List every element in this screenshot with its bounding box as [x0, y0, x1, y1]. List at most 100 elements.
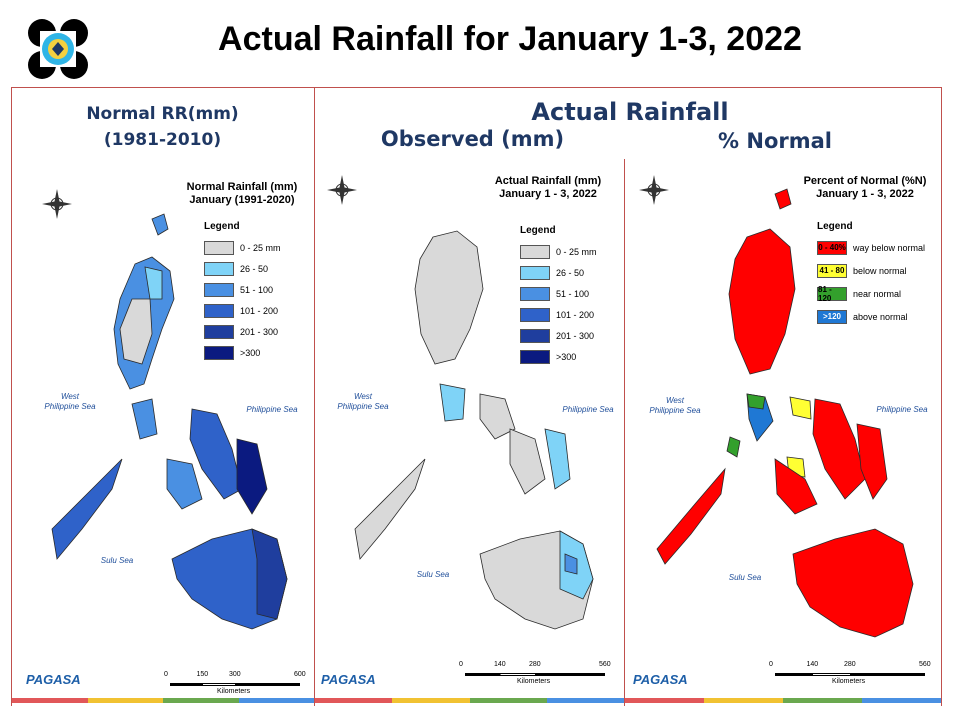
west-philippine-sea-label: West Philippine Sea [649, 396, 701, 415]
scale-tick-label: 0 [164, 671, 168, 678]
legend-swatch: 0 - 40% [817, 240, 847, 255]
legend-label: near normal [853, 288, 902, 299]
legend-item: 41 - 80 below normal [817, 262, 907, 279]
percent-normal-header: % Normal [718, 129, 832, 153]
observed-header: Observed (mm) [380, 127, 565, 151]
slide-title: Actual Rainfall for January 1-3, 2022 [218, 20, 802, 58]
legend-item: 0 - 25 mm [204, 239, 281, 256]
legend-label: 0 - 25 mm [556, 246, 597, 257]
legend-swatch: 41 - 80 [817, 263, 847, 278]
legend-label: >300 [556, 351, 577, 362]
legend-item: 26 - 50 [520, 264, 584, 281]
observed-rainfall-map [354, 230, 594, 630]
west-philippine-sea-label: West Philippine Sea [44, 392, 96, 411]
scale-tick-label: 560 [599, 661, 611, 668]
normal-period-header: (1981-2010) [103, 130, 222, 150]
scale-bar: 0 150 300 600 Kilometers [164, 671, 306, 695]
philippine-sea-label: Philippine Sea [246, 405, 298, 414]
legend-label: 201 - 300 [240, 326, 279, 337]
stripe-segment [392, 698, 470, 703]
west-philippine-sea-label: West Philippine Sea [337, 392, 389, 411]
percent-map-title: Percent of Normal (%N) January 1 - 3, 202… [803, 175, 927, 200]
legend-swatch: >120 [817, 309, 847, 324]
legend-title: Legend [817, 221, 853, 232]
scale-unit-label: Kilometers [517, 678, 551, 685]
scale-bar: 0 140 280 560 Kilometers [769, 661, 931, 685]
observed-map-title: Actual Rainfall (mm) January 1 - 3, 2022 [494, 175, 602, 200]
legend-item: 201 - 300 [204, 323, 278, 340]
legend-label: way below normal [853, 242, 926, 253]
pagasa-brand: PAGASA [321, 672, 376, 687]
legend-item: 0 - 40% way below normal [817, 239, 925, 256]
legend-label: 51 - 100 [556, 288, 590, 299]
legend-item: 51 - 100 [520, 285, 589, 302]
normal-rainfall-map [51, 213, 288, 630]
legend-item: 51 - 100 [204, 281, 273, 298]
scale-tick-label: 150 [196, 671, 209, 678]
normal-map-title: Normal Rainfall (mm) January (1991-2020) [186, 181, 298, 206]
legend-item: >300 [520, 348, 576, 365]
legend-swatch [204, 240, 234, 255]
legend-label: 51 - 100 [240, 284, 274, 295]
legend-swatch [520, 328, 550, 343]
compass-rose-icon [40, 187, 74, 226]
legend-swatch [204, 345, 234, 360]
legend-label: 201 - 300 [556, 330, 595, 341]
scale-tick-label: 140 [806, 661, 819, 668]
legend-label: >300 [240, 347, 261, 358]
legend-swatch [520, 265, 550, 280]
stripe-segment [469, 698, 547, 703]
stripe-segment [238, 698, 314, 703]
normal-map-panel: Normal Rainfall (mm) January (1991-2020) … [12, 159, 314, 706]
legend-item: 0 - 25 mm [520, 243, 597, 260]
legend-item: >300 [204, 344, 260, 361]
stripe-segment [163, 698, 239, 703]
stripe-segment [704, 698, 783, 703]
normal-header: Normal RR(mm) [86, 104, 239, 124]
legend-label: 101 - 200 [556, 309, 595, 320]
legend-item: 201 - 300 [520, 327, 594, 344]
stripe-segment [546, 698, 624, 703]
philippine-sea-label: Philippine Sea [876, 405, 928, 414]
legend-swatch [204, 324, 234, 339]
legend-item: 81 - 120 near normal [817, 285, 902, 303]
scale-bar-line [170, 683, 300, 686]
legend-swatch [204, 303, 234, 318]
legend-label: 26 - 50 [240, 263, 269, 274]
pagasa-logo [26, 18, 90, 80]
observed-map-panel: Actual Rainfall (mm) January 1 - 3, 2022 … [315, 159, 624, 706]
compass-rose-icon [637, 173, 671, 212]
scale-unit-label: Kilometers [832, 678, 866, 685]
legend-item: 101 - 200 [520, 306, 594, 323]
legend-label: 0 - 25 mm [240, 242, 281, 253]
scale-tick-label: 560 [919, 661, 931, 668]
legend-label: below normal [853, 265, 907, 276]
legend-swatch: 81 - 120 [817, 285, 847, 303]
scale-tick-label: 280 [844, 661, 856, 668]
scale-tick-label: 0 [769, 661, 773, 668]
stripe-segment [315, 698, 393, 703]
legend-swatch [520, 349, 550, 364]
stripe-segment [12, 698, 88, 703]
philippine-sea-label: Philippine Sea [562, 405, 614, 414]
stripe-segment [783, 698, 862, 703]
stripe-segment [862, 698, 941, 703]
legend-title: Legend [520, 225, 556, 236]
scale-unit-label: Kilometers [217, 688, 251, 695]
scale-tick-label: 140 [494, 661, 506, 668]
pagasa-brand: PAGASA [26, 672, 81, 687]
legend-item: 26 - 50 [204, 260, 268, 277]
stripe-segment [625, 698, 704, 703]
actual-header: Actual Rainfall [531, 98, 729, 126]
panel-divider-2 [624, 159, 625, 706]
sulu-sea-label: Sulu Sea [416, 570, 450, 579]
legend-label: above normal [853, 311, 908, 322]
scale-tick-label: 0 [459, 661, 463, 668]
sulu-sea-label: Sulu Sea [100, 556, 134, 565]
legend-swatch [520, 307, 550, 322]
scale-bar-line [465, 673, 605, 676]
legend-item: 101 - 200 [204, 302, 278, 319]
legend-label: 101 - 200 [240, 305, 279, 316]
scale-bar: 0 140 280 560 Kilometers [459, 661, 611, 685]
sulu-sea-label: Sulu Sea [728, 573, 762, 582]
